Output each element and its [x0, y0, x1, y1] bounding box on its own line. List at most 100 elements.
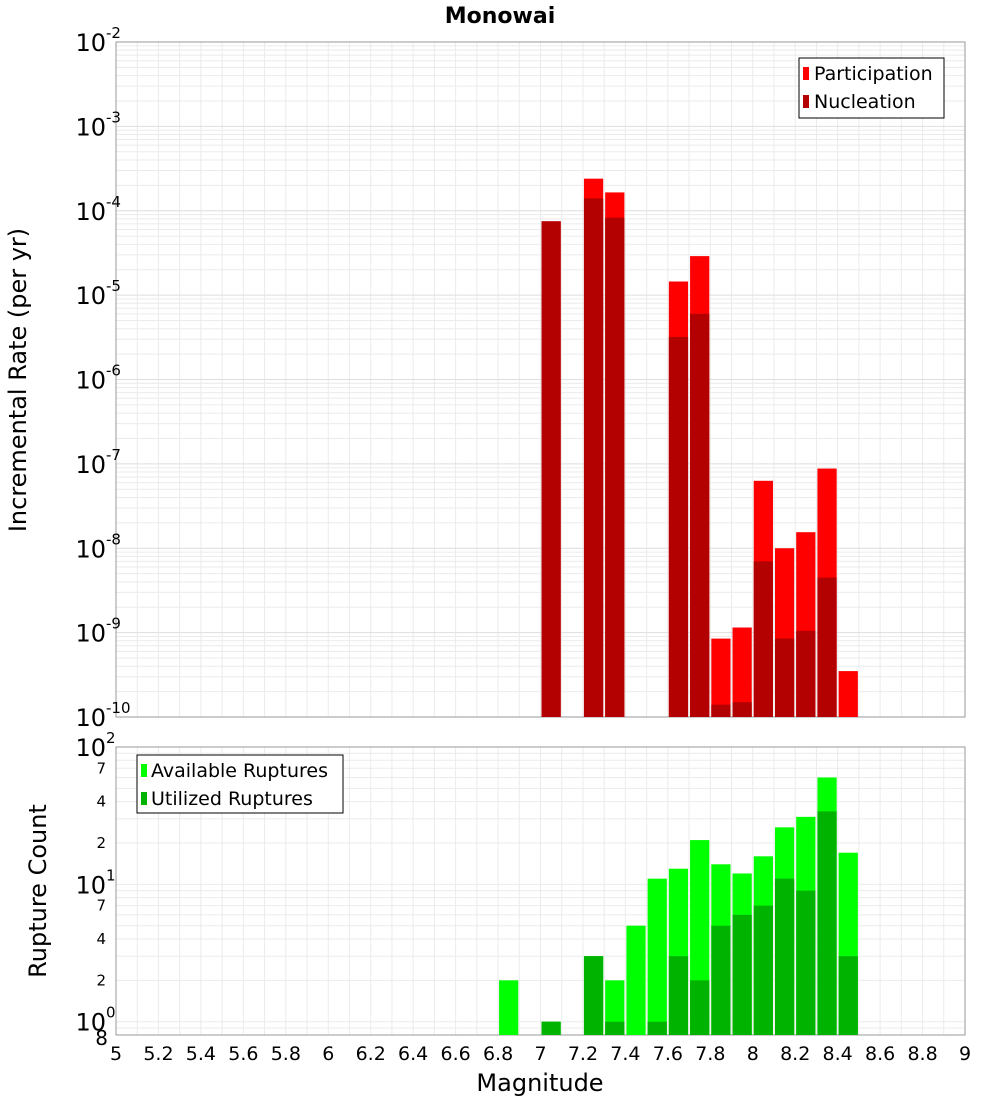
tick-base: 10	[75, 871, 106, 899]
x-tick-label: 7.4	[610, 1043, 640, 1065]
rate-y-axis-label: Incremental Rate (per yr)	[4, 228, 32, 532]
tick-exponent: -7	[106, 446, 121, 464]
count-y-minor-tick-label: 7	[96, 759, 106, 777]
x-tick-label: 6.4	[398, 1043, 428, 1065]
rate-y-tick-label: 10 -2	[75, 24, 121, 57]
tick-exponent: -4	[106, 193, 121, 211]
utilized-ruptures-bar	[838, 956, 858, 1035]
utilized-ruptures-bar	[668, 956, 689, 1035]
rate-panel-grid	[115, 42, 966, 718]
x-tick-label: 6.2	[356, 1043, 386, 1065]
x-tick-label: 5.4	[186, 1043, 216, 1065]
tick-exponent: -8	[106, 530, 121, 548]
tick-base: 10	[75, 535, 106, 563]
count-panel-frame	[115, 746, 966, 1036]
count-legend: Available Ruptures Utilized Ruptures	[136, 754, 344, 814]
available-legend-label: Available Ruptures	[151, 760, 328, 782]
rate-y-tick-label: 10 -9	[75, 615, 121, 648]
rate-panel-bars	[541, 178, 858, 718]
tick-exponent: -6	[106, 362, 121, 380]
nucleation-legend-label: Nucleation	[814, 91, 916, 113]
x-tick-label: 8.8	[907, 1043, 937, 1065]
x-axis-label: Magnitude	[476, 1069, 603, 1097]
rate-panel-frame	[115, 41, 966, 718]
x-tick-label: 8.6	[865, 1043, 895, 1065]
utilized-ruptures-bar	[583, 956, 604, 1035]
utilized-ruptures-bar	[711, 925, 731, 1035]
rate-y-tick-label: 10 -3	[75, 108, 121, 141]
count-y-minor-tick-label: 7	[96, 897, 106, 915]
tick-base: 10	[75, 1009, 106, 1037]
tick-base: 10	[75, 113, 106, 141]
x-tick-label: 6.8	[483, 1043, 513, 1065]
rate-legend-box	[798, 57, 945, 119]
tick-base: 10	[75, 198, 106, 226]
nucleation-bar	[817, 577, 837, 717]
participation-bar	[711, 638, 731, 717]
nucleation-bar	[732, 702, 752, 717]
nucleation-bar	[690, 313, 710, 717]
x-tick-label: 5	[110, 1043, 122, 1065]
utilized-ruptures-bar	[753, 905, 773, 1035]
rate-y-tick-label: 10 -5	[75, 277, 121, 310]
count-y-axis-label: Rupture Count	[24, 804, 52, 978]
participation-legend-label: Participation	[814, 63, 933, 85]
utilized-legend-swatch	[141, 792, 147, 805]
utilized-ruptures-bar	[796, 890, 816, 1035]
utilized-legend-label: Utilized Ruptures	[151, 788, 313, 810]
nucleation-legend-swatch	[803, 95, 809, 108]
count-y-major-tick-label: 10 2	[75, 729, 115, 762]
tick-base: 10	[75, 451, 106, 479]
x-tick-label: 7	[534, 1043, 546, 1065]
tick-exponent: -5	[106, 277, 121, 295]
count-y-minor-tick-label: 4	[96, 793, 106, 811]
utilized-ruptures-bar	[605, 1021, 625, 1035]
utilized-ruptures-bar	[541, 1021, 561, 1035]
chart-title: Monowai	[445, 4, 556, 29]
nucleation-bar	[711, 704, 731, 717]
nucleation-bar	[753, 561, 773, 717]
nucleation-bar	[583, 198, 604, 718]
tick-base: 10	[75, 620, 106, 648]
count-y-minor-tick-label: 2	[96, 834, 106, 852]
rate-y-tick-label: 10 -4	[75, 193, 121, 226]
available-legend-swatch	[141, 764, 147, 777]
participation-bar	[838, 671, 858, 717]
count-y-minor-tick-label: 2	[96, 971, 106, 989]
rate-legend: Participation Nucleation	[798, 57, 945, 119]
available-ruptures-bar	[499, 980, 519, 1035]
nucleation-bar	[541, 221, 561, 718]
count-panel-bars	[499, 777, 858, 1035]
tick-exponent: -3	[106, 108, 121, 126]
tick-base: 10	[75, 734, 106, 762]
x-tick-label: 5.8	[271, 1043, 301, 1065]
nucleation-bar	[796, 630, 816, 717]
tick-exponent: 1	[106, 866, 116, 884]
x-tick-label: 6.6	[440, 1043, 470, 1065]
x-tick-label: 8.4	[823, 1043, 853, 1065]
nucleation-bar	[668, 336, 689, 717]
count-y-minor-tick-label: 4	[96, 930, 106, 948]
rate-y-tick-label: 10 -7	[75, 446, 121, 479]
x-tick-label: 5.2	[143, 1043, 173, 1065]
x-tick-label: 8	[747, 1043, 759, 1065]
available-ruptures-bar	[647, 878, 667, 1035]
tick-base: 10	[75, 367, 106, 395]
nucleation-bar	[774, 638, 795, 717]
tick-exponent: -9	[106, 615, 121, 633]
x-tick-label: 6	[322, 1043, 334, 1065]
rate-y-tick-label: 10 -8	[75, 530, 121, 563]
tick-base: 10	[75, 282, 106, 310]
utilized-ruptures-bar	[774, 878, 795, 1035]
x-tick-label: 7.2	[568, 1043, 598, 1065]
nucleation-bar	[605, 217, 625, 717]
tick-exponent: -10	[106, 699, 131, 717]
tick-exponent: 0	[106, 1004, 116, 1022]
count-y-major-tick-label: 10 0	[75, 1004, 115, 1037]
count-y-minor-tick-label: 8	[95, 1026, 108, 1050]
tick-exponent: 2	[106, 729, 116, 747]
utilized-ruptures-bar	[732, 914, 752, 1035]
